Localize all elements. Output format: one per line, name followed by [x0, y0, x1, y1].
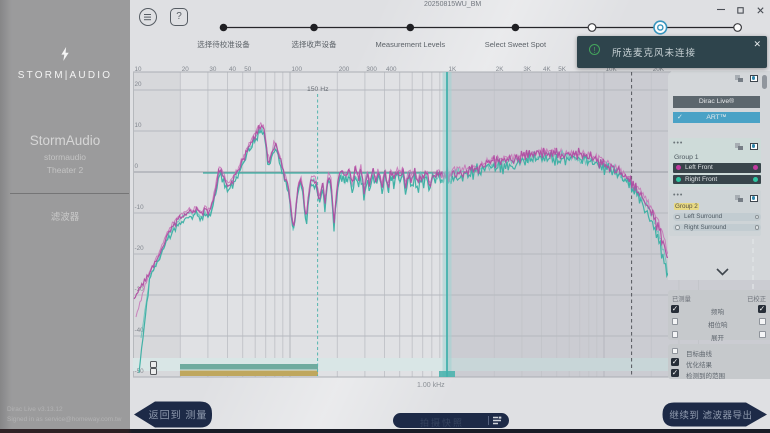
svg-text:150 Hz: 150 Hz	[307, 86, 329, 93]
svg-text:50: 50	[244, 66, 252, 73]
svg-text:3K: 3K	[523, 66, 532, 73]
svg-text:返回到 测量: 返回到 测量	[149, 409, 208, 422]
svg-text:5K: 5K	[558, 66, 567, 73]
svg-text:-10: -10	[135, 204, 145, 211]
svg-text:0: 0	[135, 163, 139, 170]
svg-text:30: 30	[209, 66, 217, 73]
svg-text:20: 20	[182, 66, 190, 73]
svg-text:1.00 kHz: 1.00 kHz	[417, 382, 445, 389]
svg-text:200: 200	[339, 66, 350, 73]
svg-text:2K: 2K	[496, 66, 505, 73]
svg-text:继续到 滤波器导出: 继续到 滤波器导出	[669, 410, 752, 422]
svg-text:-40: -40	[135, 327, 145, 334]
svg-text:-20: -20	[135, 245, 145, 252]
svg-text:400: 400	[386, 66, 397, 73]
svg-text:20: 20	[135, 81, 143, 88]
svg-text:40: 40	[229, 66, 237, 73]
svg-text:10K: 10K	[606, 66, 618, 73]
svg-text:20K: 20K	[653, 66, 665, 73]
svg-text:300: 300	[366, 66, 377, 73]
svg-text:Measurement Levels: Measurement Levels	[375, 40, 445, 49]
svg-text:Select Sweet Spot: Select Sweet Spot	[485, 40, 547, 49]
svg-text:4K: 4K	[543, 66, 552, 73]
svg-text:选择收声设备: 选择收声设备	[292, 39, 337, 49]
svg-text:10: 10	[135, 122, 143, 129]
svg-text:100: 100	[292, 66, 303, 73]
svg-text:1K: 1K	[449, 66, 458, 73]
svg-text:10: 10	[135, 66, 143, 73]
svg-text:选择待校准设备: 选择待校准设备	[197, 39, 250, 49]
